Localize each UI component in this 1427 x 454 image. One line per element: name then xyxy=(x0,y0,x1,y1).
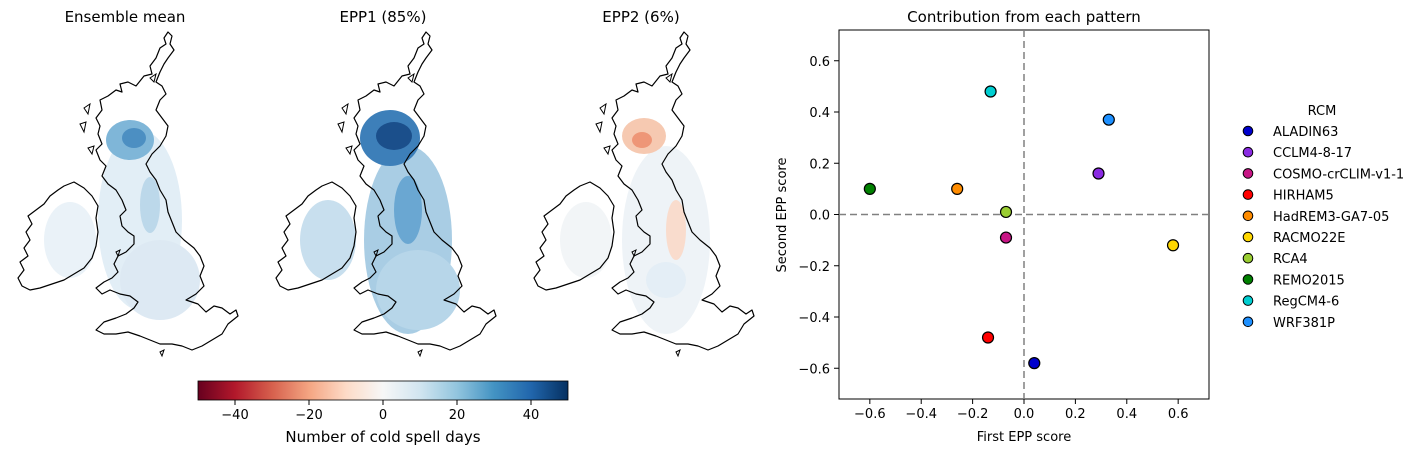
map-panel-epp2: EPP2 (6%) xyxy=(533,8,755,357)
scatter-chart: Contribution from each pattern −0.6 −0.4−… xyxy=(775,8,1210,445)
colorbar-ticks: −40 −20 0 20 40 xyxy=(221,400,539,423)
legend-label: HIRHAM5 xyxy=(1273,189,1334,204)
y-tick-label: 0.4 xyxy=(809,106,830,121)
point-aladin63 xyxy=(1028,357,1041,370)
y-tick-label: 0.0 xyxy=(809,209,830,224)
y-tick-label: −0.4 xyxy=(798,311,830,326)
map-title-epp2: EPP2 (6%) xyxy=(602,8,679,26)
x-tick-label: 0.0 xyxy=(1014,407,1035,422)
point-remo2015 xyxy=(863,182,876,195)
legend-label: RCA4 xyxy=(1273,252,1308,267)
legend-marker xyxy=(1242,168,1254,179)
point-hirham5 xyxy=(981,331,995,344)
legend-label: ALADIN63 xyxy=(1273,125,1338,140)
colorbar-tick-label: 40 xyxy=(523,408,540,423)
legend-marker xyxy=(1242,231,1254,243)
map-field-ensemble-mean xyxy=(44,120,200,320)
legend-marker xyxy=(1242,125,1254,137)
x-axis-ticks: −0.6 −0.4 −0.2 0.0 0.2 0.4 0.6 xyxy=(854,399,1189,422)
colorbar-tick-label: −40 xyxy=(221,408,248,423)
legend-label: RegCM4-6 xyxy=(1273,295,1339,310)
legend-marker xyxy=(1242,295,1254,306)
x-tick-label: 0.4 xyxy=(1116,407,1137,422)
colorbar: −40 −20 0 20 40 Number of cold spell days xyxy=(197,380,569,446)
x-tick-label: −0.6 xyxy=(854,407,886,422)
point-rca4 xyxy=(999,205,1013,219)
colorbar-gradient xyxy=(197,380,569,401)
legend-marker xyxy=(1242,189,1254,200)
y-tick-label: −0.2 xyxy=(798,260,830,275)
y-tick-label: 0.2 xyxy=(809,157,830,172)
legend-items: ALADIN63 CCLM4-8-17 COSMO-crCLIM-v1-1 HIRHA… xyxy=(1242,125,1404,331)
legend-marker xyxy=(1242,146,1254,158)
x-tick-label: −0.2 xyxy=(957,407,989,422)
map-panels: Ensemble mean EPP1 (85%) xyxy=(17,8,755,357)
legend: RCM ALADIN63 CCLM4-8-17 COSMO-crCLIM-v1-1 H… xyxy=(1242,104,1404,331)
point-hadrem3-ga7-05 xyxy=(951,182,964,195)
map-panel-ensemble-mean: Ensemble mean xyxy=(17,8,239,357)
legend-marker xyxy=(1242,210,1254,222)
y-tick-label: 0.6 xyxy=(809,55,830,70)
point-regcm4-6 xyxy=(984,85,997,98)
point-wrf381p xyxy=(1102,113,1115,126)
point-racmo22e xyxy=(1166,239,1180,252)
legend-label: COSMO-crCLIM-v1-1 xyxy=(1273,167,1404,182)
legend-marker xyxy=(1242,252,1254,264)
colorbar-tick-label: −20 xyxy=(295,408,322,423)
colorbar-label: Number of cold spell days xyxy=(285,428,480,446)
scatter-points xyxy=(863,85,1180,370)
map-title-ensemble-mean: Ensemble mean xyxy=(65,8,186,26)
y-axis-label: Second EPP score xyxy=(775,158,790,273)
point-cosmo-crclim-v1-1 xyxy=(999,231,1013,244)
legend-label: CCLM4-8-17 xyxy=(1273,146,1352,161)
x-axis-label: First EPP score xyxy=(977,430,1071,445)
y-axis-ticks: −0.6 −0.4 −0.2 0.0 0.2 0.4 0.6 xyxy=(798,55,839,377)
map-title-epp1: EPP1 (85%) xyxy=(340,8,427,26)
colorbar-tick-label: 20 xyxy=(449,408,466,423)
map-panel-epp1: EPP1 (85%) xyxy=(275,8,497,357)
x-tick-label: 0.6 xyxy=(1168,407,1189,422)
legend-label: RACMO22E xyxy=(1273,231,1345,246)
colorbar-tick-label: 0 xyxy=(379,408,387,423)
legend-marker xyxy=(1242,316,1254,328)
map-field-epp1 xyxy=(300,110,460,334)
legend-title: RCM xyxy=(1308,104,1337,119)
x-tick-label: 0.2 xyxy=(1065,407,1086,422)
legend-label: HadREM3-GA7-05 xyxy=(1273,210,1389,225)
chart-title: Contribution from each pattern xyxy=(907,8,1141,26)
y-tick-label: −0.6 xyxy=(798,362,830,377)
legend-marker xyxy=(1242,274,1254,285)
legend-label: REMO2015 xyxy=(1273,273,1345,288)
point-cclm4-8-17 xyxy=(1092,167,1105,180)
legend-label: WRF381P xyxy=(1273,316,1335,331)
map-field-epp2 xyxy=(560,118,710,334)
x-tick-label: −0.4 xyxy=(905,407,937,422)
